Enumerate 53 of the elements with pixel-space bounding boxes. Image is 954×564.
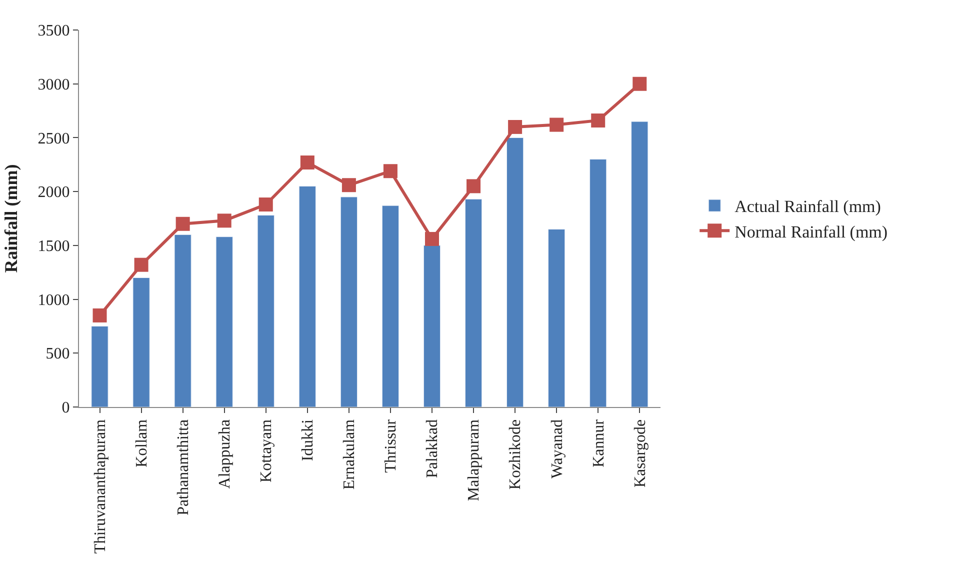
- point: [342, 178, 356, 192]
- x-tick-label: Pathanamthitta: [175, 419, 192, 516]
- point: [424, 232, 439, 246]
- y-tick-label: 3500: [38, 22, 70, 40]
- bar: [216, 236, 233, 407]
- point: [466, 179, 481, 194]
- bar: [132, 277, 150, 407]
- x-tick-label: Thrissur: [382, 418, 400, 473]
- bar: [298, 186, 316, 407]
- point: [92, 308, 107, 322]
- point: [550, 118, 564, 132]
- bar: [91, 326, 108, 407]
- x-tick-label: Idukki: [300, 418, 317, 462]
- bar: [257, 215, 274, 407]
- y-tick-label: 2000: [38, 184, 70, 202]
- legend-label: Normal Rainfall (mm): [734, 222, 888, 242]
- x-tick-label: Wayanad: [548, 419, 566, 479]
- y-tick-label: 500: [46, 346, 70, 363]
- x-tick-label: Kozhikode: [507, 419, 524, 490]
- point: [591, 113, 606, 128]
- point: [508, 120, 522, 134]
- y-axis-title: Rainfall (mm): [1, 164, 21, 273]
- bar: [548, 229, 566, 407]
- bar: [506, 137, 524, 407]
- x-tick-label: Thiruvananthapuram: [92, 418, 109, 554]
- legend-label: Actual Rainfall (mm): [734, 197, 881, 216]
- y-tick-label: 0: [62, 400, 70, 417]
- point: [258, 198, 273, 212]
- x-tick-label: Ernakulam: [341, 418, 358, 490]
- point: [134, 258, 148, 272]
- bar: [631, 121, 648, 407]
- y-tick-label: 1000: [38, 292, 70, 309]
- x-tick-label: Kollam: [133, 418, 150, 468]
- point: [383, 164, 398, 178]
- x-tick-label: Palakkad: [424, 419, 442, 478]
- y-tick-label: 3000: [38, 76, 70, 94]
- y-tick-label: 2500: [38, 130, 70, 148]
- bar: [174, 234, 192, 407]
- bar: [590, 159, 607, 407]
- point: [300, 155, 314, 170]
- x-tick-label: Kannur: [590, 418, 608, 468]
- point: [217, 214, 232, 228]
- x-tick-label: Alappuzha: [216, 419, 234, 489]
- y-tick-label: 1500: [38, 238, 70, 256]
- bar: [423, 245, 441, 407]
- bar: [340, 196, 358, 407]
- point: [632, 76, 647, 91]
- bar: [382, 205, 400, 407]
- x-tick-label: Malappuram: [466, 418, 483, 502]
- bar: [464, 198, 482, 407]
- x-tick-label: Kottayam: [258, 418, 276, 482]
- x-tick-label: Kasargode: [632, 419, 649, 488]
- point: [176, 216, 190, 231]
